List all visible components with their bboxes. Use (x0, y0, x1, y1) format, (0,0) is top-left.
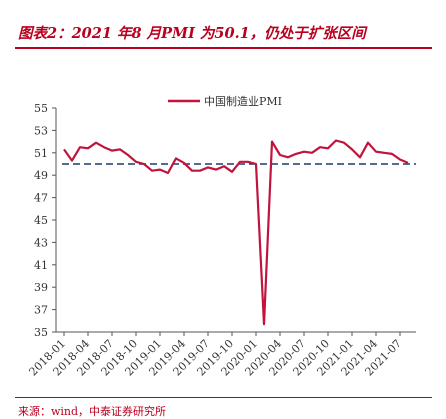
y-tick-label: 47 (34, 192, 48, 205)
y-tick-label: 49 (34, 169, 48, 182)
chart-title: 图表2：2021 年8 月PMI 为50.1，仍处于扩张区间 (18, 25, 366, 42)
chart-axes: 35373941434547495153552018-012018-042018… (27, 102, 416, 378)
y-tick-label: 41 (34, 259, 48, 272)
y-tick-label: 43 (34, 236, 48, 249)
y-tick-label: 35 (34, 326, 48, 339)
legend-label-pmi: 中国制造业PMI (204, 94, 282, 108)
y-tick-label: 37 (34, 304, 48, 317)
series-line-pmi (63, 139, 409, 326)
footer-divider (15, 397, 432, 398)
y-tick-label: 53 (34, 124, 48, 137)
series-group (63, 139, 409, 326)
y-tick-label: 39 (34, 281, 48, 294)
legend: 中国制造业PMI (168, 94, 282, 108)
y-tick-label: 45 (34, 214, 48, 227)
source-note: 来源：wind，中泰证券研究所 (18, 405, 167, 418)
y-tick-label: 55 (34, 102, 48, 115)
y-tick-label: 51 (34, 147, 48, 160)
title-divider (15, 47, 432, 49)
